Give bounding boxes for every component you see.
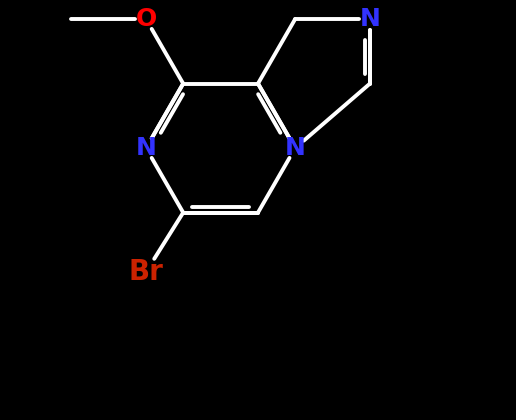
Text: N: N <box>136 136 156 160</box>
Text: O: O <box>135 7 157 31</box>
Text: Br: Br <box>128 258 164 286</box>
Text: N: N <box>360 7 380 31</box>
Text: N: N <box>285 136 305 160</box>
